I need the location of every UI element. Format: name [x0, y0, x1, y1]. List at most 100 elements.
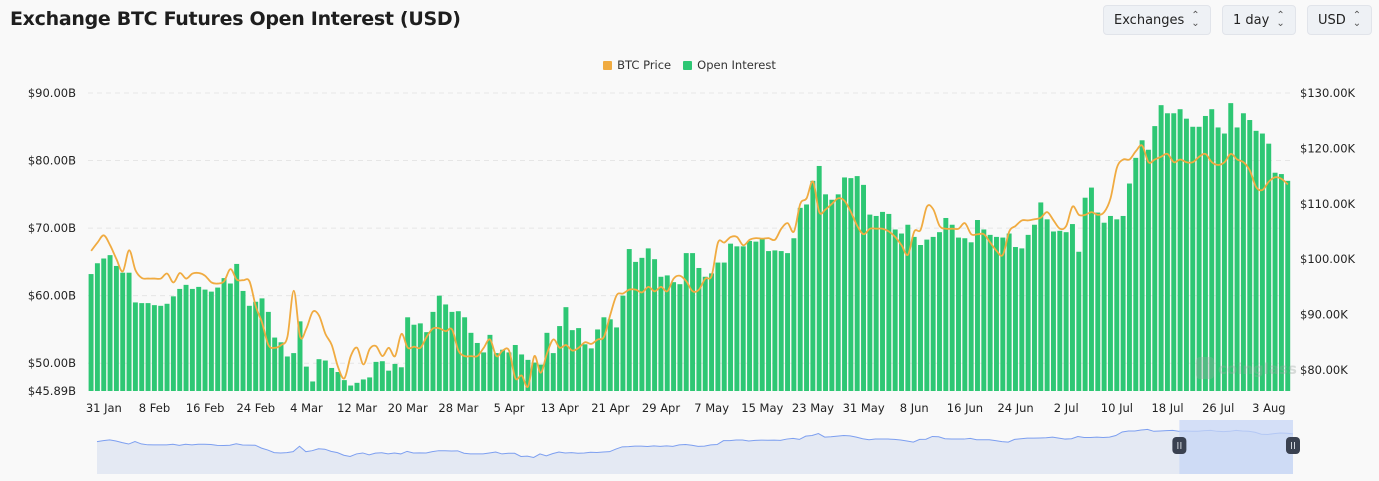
- open-interest-bar: [462, 317, 468, 391]
- currency-select-label: USD: [1318, 12, 1346, 28]
- open-interest-bar: [956, 237, 961, 391]
- open-interest-bar: [379, 361, 385, 391]
- open-interest-bar: [975, 220, 980, 391]
- x-axis-tick-label: 24 Feb: [236, 401, 275, 415]
- left-axis-tick-label: $45.89B: [28, 384, 76, 398]
- open-interest-bar: [962, 238, 968, 391]
- open-interest-bar: [753, 241, 759, 391]
- open-interest-bar: [1240, 113, 1246, 391]
- x-axis-tick-label: 23 May: [792, 401, 834, 415]
- open-interest-bar: [234, 263, 240, 391]
- open-interest-bar: [715, 262, 721, 391]
- open-interest-bar: [639, 257, 645, 391]
- open-interest-bar: [1228, 103, 1234, 391]
- open-interest-bar: [740, 246, 746, 391]
- open-interest-bar: [1139, 140, 1145, 391]
- open-interest-bar: [1177, 109, 1183, 391]
- open-interest-bar: [335, 372, 341, 391]
- open-interest-bar: [132, 302, 138, 391]
- open-interest-bar: [652, 259, 658, 391]
- currency-select[interactable]: USD ⌃ ⌄: [1307, 5, 1373, 35]
- open-interest-bar: [633, 261, 639, 391]
- open-interest-bar: [284, 356, 290, 391]
- open-interest-bar: [405, 317, 411, 391]
- open-interest-bar: [392, 363, 398, 391]
- open-interest-bar: [1190, 126, 1196, 392]
- x-axis-tick-label: 16 Feb: [186, 401, 225, 415]
- open-interest-bar: [246, 305, 252, 391]
- legend-item-open-interest[interactable]: Open Interest: [683, 58, 776, 72]
- open-interest-swatch: [683, 60, 693, 70]
- open-interest-bar: [1044, 219, 1050, 391]
- open-interest-bar: [880, 211, 885, 391]
- x-axis-tick-label: 8 Jun: [900, 401, 929, 415]
- handle-grip-icon: [1286, 437, 1300, 454]
- x-axis-tick-label: 26 Jul: [1202, 401, 1234, 415]
- open-interest-bar: [189, 288, 195, 391]
- open-interest-bar: [145, 303, 151, 391]
- open-interest-bar: [531, 362, 537, 391]
- navigator: [96, 420, 1300, 474]
- open-interest-bar: [772, 250, 778, 391]
- open-interest-bar: [436, 295, 442, 391]
- open-interest-bar: [449, 311, 455, 391]
- open-interest-bar: [968, 242, 974, 391]
- right-axis-tick-label: $90.00K: [1300, 308, 1348, 322]
- open-interest-bar: [861, 184, 866, 391]
- exchanges-select[interactable]: Exchanges ⌃ ⌄: [1103, 5, 1211, 35]
- open-interest-bar: [430, 311, 436, 391]
- open-interest-bar: [677, 284, 683, 391]
- open-interest-bar: [886, 213, 892, 391]
- open-interest-bar: [1196, 126, 1202, 392]
- handle-grip-icon: [1172, 437, 1187, 454]
- open-interest-bar: [519, 354, 525, 391]
- open-interest-bar: [1120, 215, 1126, 391]
- open-interest-bar: [1259, 133, 1265, 391]
- right-axis-tick-label: $100.00K: [1300, 252, 1356, 266]
- navigator-handle-right[interactable]: [1286, 437, 1300, 454]
- open-interest-bar: [113, 265, 119, 391]
- open-interest-bar: [208, 291, 214, 391]
- chart-legend: BTC Price Open Interest: [0, 58, 1379, 72]
- open-interest-bar: [937, 232, 942, 391]
- open-interest-bar: [823, 194, 828, 391]
- left-axis-tick-label: $70.00B: [28, 221, 76, 235]
- open-interest-bar: [873, 215, 879, 391]
- open-interest-bar: [151, 305, 157, 391]
- open-interest-bar: [759, 238, 765, 391]
- left-axis-tick-label: $50.00B: [28, 356, 76, 370]
- open-interest-bar: [867, 214, 873, 391]
- btc-price-swatch: [603, 60, 613, 70]
- open-interest-bar: [1278, 174, 1284, 391]
- navigator-handle-left[interactable]: [1172, 437, 1187, 454]
- open-interest-bar: [1000, 237, 1006, 391]
- open-interest-bar: [576, 328, 582, 391]
- navigator-selection[interactable]: [1179, 420, 1293, 474]
- x-axis-tick-label: 24 Jun: [997, 401, 1033, 415]
- x-axis-tick-label: 31 Jan: [86, 401, 122, 415]
- open-interest-bar: [253, 301, 259, 391]
- open-interest-bar: [797, 207, 803, 391]
- open-interest-bar: [816, 165, 822, 391]
- open-interest-bar: [766, 251, 772, 391]
- open-interest-bar: [848, 178, 854, 391]
- open-interest-bar: [747, 240, 753, 391]
- open-interest-bar: [607, 319, 613, 391]
- open-interest-bar: [829, 199, 835, 391]
- open-interest-bar: [899, 233, 904, 391]
- legend-item-btc-price[interactable]: BTC Price: [603, 58, 671, 72]
- open-interest-bar: [215, 287, 221, 391]
- x-axis-tick-label: 3 Aug: [1252, 401, 1285, 415]
- open-interest-bar: [620, 295, 626, 391]
- open-interest-bar: [1183, 118, 1189, 391]
- open-interest-bar: [398, 367, 404, 391]
- open-interest-bar: [265, 311, 271, 391]
- interval-select[interactable]: 1 day ⌃ ⌄: [1222, 5, 1296, 35]
- x-axis-tick-label: 5 Apr: [494, 401, 525, 415]
- open-interest-bar: [1145, 149, 1151, 391]
- open-interest-bar: [373, 361, 379, 391]
- open-interest-bar: [88, 274, 94, 391]
- open-interest-bar: [1038, 202, 1044, 391]
- open-interest-bar: [341, 380, 347, 391]
- open-interest-bar: [487, 334, 493, 391]
